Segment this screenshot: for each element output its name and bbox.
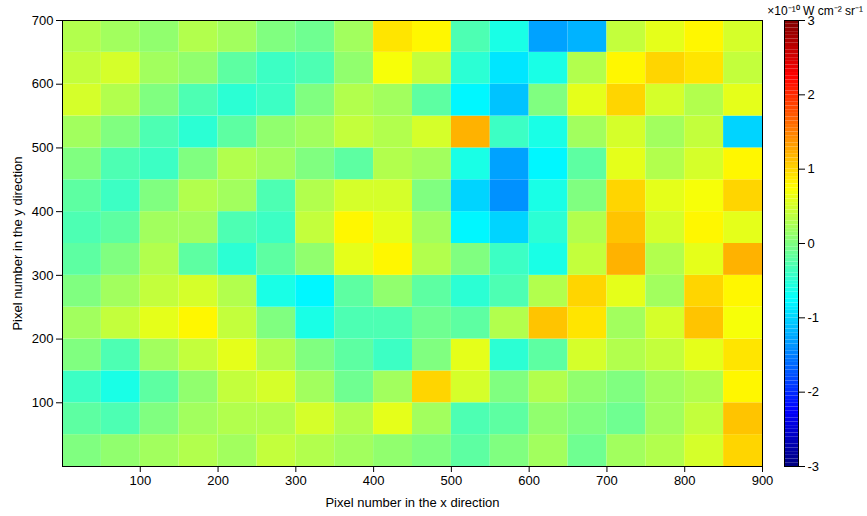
svg-text:100: 100 [32, 395, 54, 410]
svg-text:200: 200 [32, 331, 54, 346]
svg-text:900: 900 [752, 473, 774, 488]
svg-text:100: 100 [129, 473, 151, 488]
svg-text:400: 400 [363, 473, 385, 488]
svg-text:200: 200 [207, 473, 229, 488]
svg-text:1: 1 [808, 161, 815, 176]
svg-text:700: 700 [32, 13, 54, 28]
svg-text:-1: -1 [808, 310, 820, 325]
svg-text:600: 600 [32, 76, 54, 91]
svg-text:Pixel number in the x directio: Pixel number in the x direction [325, 495, 499, 510]
svg-text:300: 300 [32, 268, 54, 283]
svg-text:Pixel number in the y directio: Pixel number in the y direction [10, 156, 25, 330]
svg-text:600: 600 [518, 473, 540, 488]
svg-text:500: 500 [32, 140, 54, 155]
svg-text:-3: -3 [808, 459, 820, 474]
svg-text:0: 0 [808, 236, 815, 251]
svg-text:400: 400 [32, 204, 54, 219]
svg-text:700: 700 [596, 473, 618, 488]
svg-text:2: 2 [808, 87, 815, 102]
svg-text:-2: -2 [808, 384, 820, 399]
svg-text:800: 800 [674, 473, 696, 488]
svg-text:500: 500 [441, 473, 463, 488]
svg-text:300: 300 [285, 473, 307, 488]
